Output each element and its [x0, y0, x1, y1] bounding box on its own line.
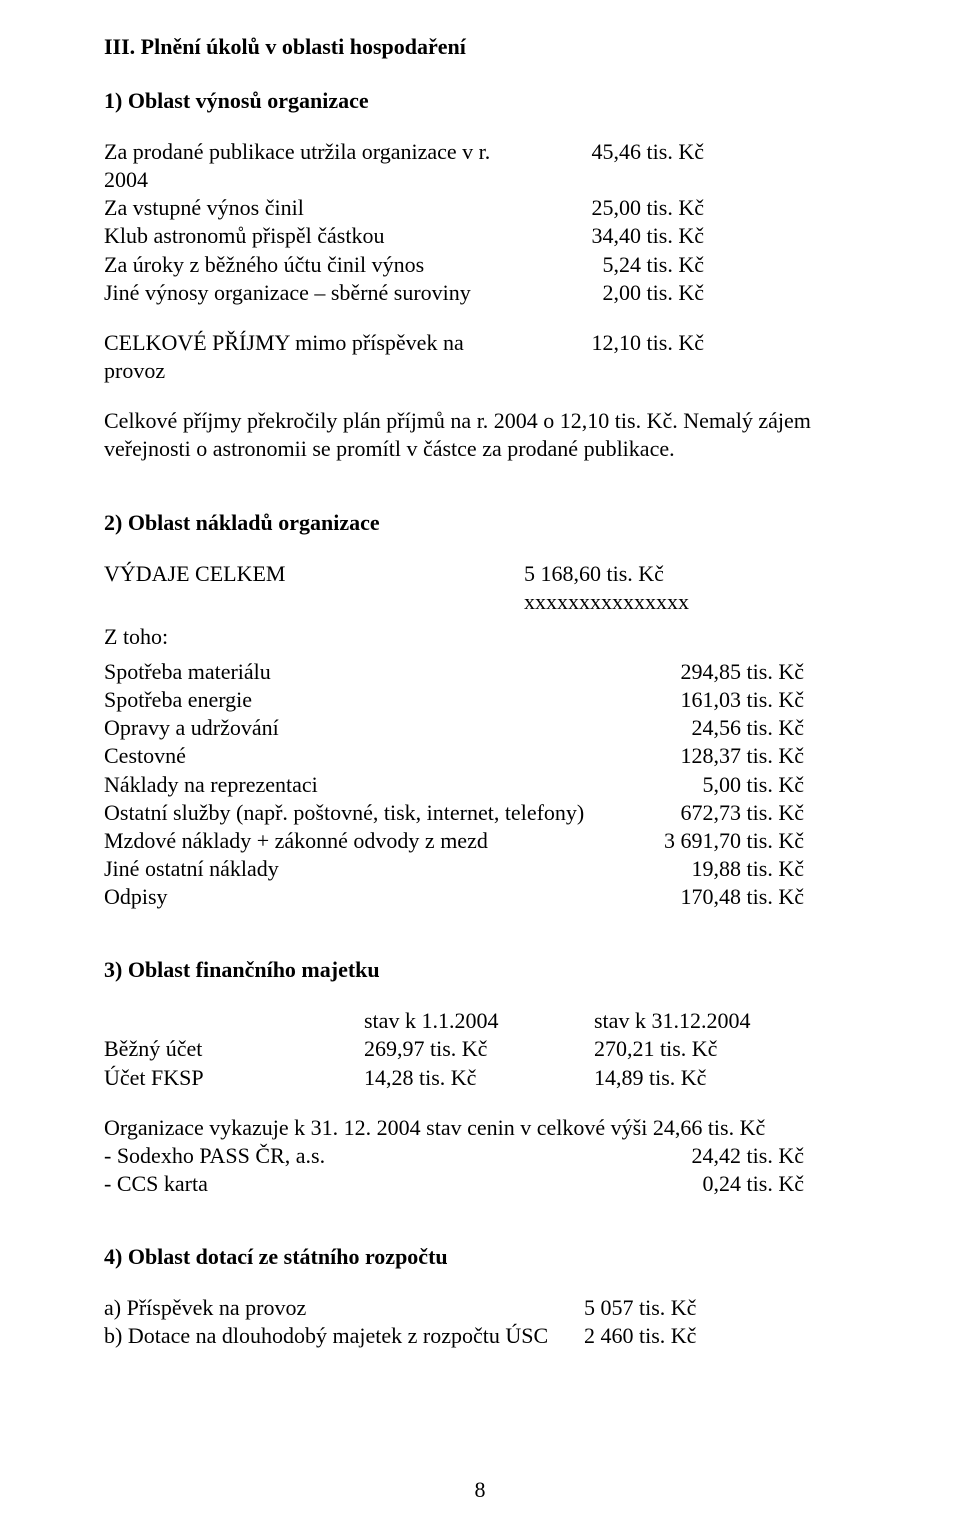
row-value: 2,00 tis. Kč	[524, 279, 704, 307]
cell: Účet FKSP	[104, 1064, 364, 1092]
row-value: 161,03 tis. Kč	[614, 686, 804, 714]
row-label: Mzdové náklady + zákonné odvody z mezd	[104, 827, 614, 855]
row-value: 5,00 tis. Kč	[614, 771, 804, 799]
row-label: Za prodané publikace utržila organizace …	[104, 138, 524, 194]
total-label: VÝDAJE CELKEM	[104, 560, 524, 588]
sub1-paragraph: Celkové příjmy překročily plán příjmů na…	[104, 407, 856, 463]
row-label: Za úroky z běžného účtu činil výnos	[104, 251, 524, 279]
row-label: b) Dotace na dlouhodobý majetek z rozpoč…	[104, 1322, 584, 1350]
ztoho-label: Z toho:	[104, 624, 856, 650]
row-value: 3 691,70 tis. Kč	[614, 827, 804, 855]
sub3-paragraph: Organizace vykazuje k 31. 12. 2004 stav …	[104, 1114, 856, 1142]
row-label: Spotřeba materiálu	[104, 658, 614, 686]
cell: 14,28 tis. Kč	[364, 1064, 594, 1092]
list-value: 0,24 tis. Kč	[614, 1170, 804, 1198]
row-label: a) Příspěvek na provoz	[104, 1294, 584, 1322]
cell: Běžný účet	[104, 1035, 364, 1063]
row-value: 672,73 tis. Kč	[614, 799, 804, 827]
sub2-total: VÝDAJE CELKEM5 168,60 tis. Kč xxxxxxxxxx…	[104, 560, 856, 616]
total-value: 12,10 tis. Kč	[524, 329, 704, 385]
row-value: 25,00 tis. Kč	[524, 194, 704, 222]
page-number: 8	[0, 1477, 960, 1503]
row-value: 34,40 tis. Kč	[524, 222, 704, 250]
total-value: 5 168,60 tis. Kč	[524, 560, 724, 588]
total-label: CELKOVÉ PŘÍJMY mimo příspěvek na provoz	[104, 329, 524, 385]
heading-sub2: 2) Oblast nákladů organizace	[104, 510, 856, 536]
row-label: Odpisy	[104, 883, 614, 911]
total-xx: xxxxxxxxxxxxxxx	[524, 588, 724, 616]
table-row: Účet FKSP 14,28 tis. Kč 14,89 tis. Kč	[104, 1064, 856, 1092]
row-value: 24,56 tis. Kč	[614, 714, 804, 742]
blank	[104, 588, 524, 616]
sub3-table: stav k 1.1.2004 stav k 31.12.2004 Běžný …	[104, 1007, 856, 1091]
table-header-c1	[104, 1007, 364, 1035]
row-label: Náklady na reprezentaci	[104, 771, 614, 799]
heading-sub1: 1) Oblast výnosů organizace	[104, 88, 856, 114]
sub1-total: CELKOVÉ PŘÍJMY mimo příspěvek na provoz1…	[104, 329, 856, 385]
heading-sub3: 3) Oblast finančního majetku	[104, 957, 856, 983]
list-label: - CCS karta	[104, 1170, 614, 1198]
row-label: Klub astronomů přispěl částkou	[104, 222, 524, 250]
table-header-c3: stav k 31.12.2004	[594, 1007, 794, 1035]
row-label: Cestovné	[104, 742, 614, 770]
cell: 269,97 tis. Kč	[364, 1035, 594, 1063]
cell: 14,89 tis. Kč	[594, 1064, 794, 1092]
sub2-rows: Spotřeba materiálu294,85 tis. Kč Spotřeb…	[104, 658, 856, 911]
row-label: Ostatní služby (např. poštovné, tisk, in…	[104, 799, 614, 827]
row-value: 19,88 tis. Kč	[614, 855, 804, 883]
row-label: Jiné výnosy organizace – sběrné suroviny	[104, 279, 524, 307]
list-value: 24,42 tis. Kč	[614, 1142, 804, 1170]
row-label: Za vstupné výnos činil	[104, 194, 524, 222]
row-label: Opravy a udržování	[104, 714, 614, 742]
row-label: Spotřeba energie	[104, 686, 614, 714]
row-value: 294,85 tis. Kč	[614, 658, 804, 686]
row-value: 170,48 tis. Kč	[614, 883, 804, 911]
heading-sub4: 4) Oblast dotací ze státního rozpočtu	[104, 1244, 856, 1270]
sub4-rows: a) Příspěvek na provoz5 057 tis. Kč b) D…	[104, 1294, 856, 1350]
row-value: 2 460 tis. Kč	[584, 1322, 764, 1350]
cell: 270,21 tis. Kč	[594, 1035, 794, 1063]
table-header-c2: stav k 1.1.2004	[364, 1007, 594, 1035]
table-row: Běžný účet 269,97 tis. Kč 270,21 tis. Kč	[104, 1035, 856, 1063]
sub1-rows: Za prodané publikace utržila organizace …	[104, 138, 856, 307]
row-value: 128,37 tis. Kč	[614, 742, 804, 770]
heading-main: III. Plnění úkolů v oblasti hospodaření	[104, 34, 856, 60]
row-value: 5,24 tis. Kč	[524, 251, 704, 279]
row-label: Jiné ostatní náklady	[104, 855, 614, 883]
row-value: 5 057 tis. Kč	[584, 1294, 764, 1322]
list-label: - Sodexho PASS ČR, a.s.	[104, 1142, 614, 1170]
sub3-list: - Sodexho PASS ČR, a.s.24,42 tis. Kč - C…	[104, 1142, 856, 1198]
document-page: III. Plnění úkolů v oblasti hospodaření …	[0, 0, 960, 1527]
row-value: 45,46 tis. Kč	[524, 138, 704, 194]
